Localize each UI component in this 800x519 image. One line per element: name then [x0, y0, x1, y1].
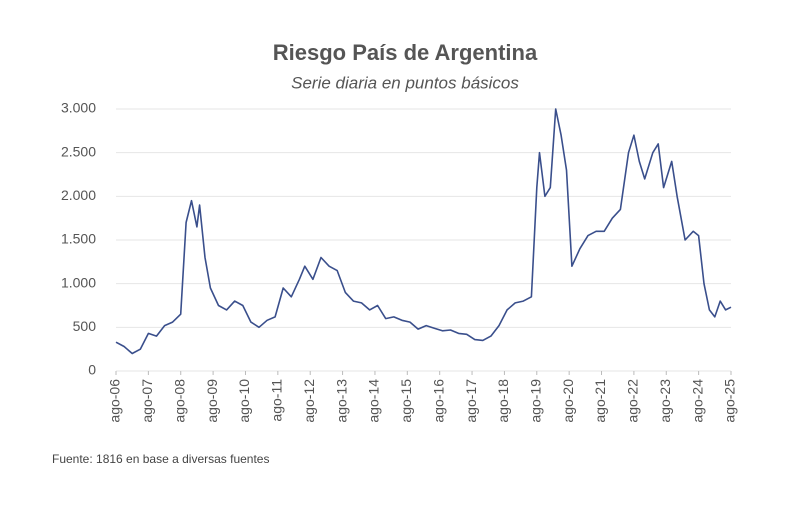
- x-tick-label: ago-18: [495, 379, 511, 423]
- x-tick-label: ago-17: [463, 379, 479, 423]
- x-tick-label: ago-10: [236, 379, 252, 423]
- y-tick-label: 2.000: [61, 187, 96, 203]
- x-tick-label: ago-11: [269, 379, 285, 422]
- x-tick-label: ago-07: [139, 379, 155, 423]
- x-tick-label: ago-16: [430, 379, 446, 423]
- chart-title: Riesgo País de Argentina: [273, 40, 538, 65]
- x-tick-label: ago-23: [657, 379, 673, 423]
- x-tick-label: ago-20: [560, 379, 576, 423]
- x-tick-label: ago-21: [592, 379, 608, 423]
- y-tick-label: 2.500: [61, 143, 96, 159]
- y-tick-label: 1.000: [61, 274, 96, 290]
- x-tick-label: ago-14: [366, 379, 382, 423]
- x-tick-label: ago-19: [527, 379, 543, 423]
- y-tick-label: 3.000: [61, 100, 96, 116]
- data-line: [115, 108, 732, 355]
- y-tick-label: 1.500: [61, 231, 96, 247]
- x-tick-label: ago-15: [398, 379, 414, 423]
- chart-subtitle: Serie diaria en puntos básicos: [291, 73, 519, 92]
- x-tick-label: ago-09: [204, 379, 220, 423]
- x-tick-label: ago-12: [301, 379, 317, 423]
- x-tick-label: ago-25: [722, 379, 738, 423]
- x-tick-label: ago-13: [333, 379, 349, 423]
- x-tick-label: ago-24: [689, 379, 705, 423]
- x-tick-label: ago-08: [171, 379, 187, 423]
- x-tick-label: ago-06: [107, 379, 123, 423]
- x-tick-label: ago-22: [625, 379, 641, 423]
- y-tick-label: 0: [88, 362, 96, 378]
- source-note: Fuente: 1816 en base a diversas fuentes: [52, 452, 269, 466]
- y-tick-label: 500: [73, 318, 97, 334]
